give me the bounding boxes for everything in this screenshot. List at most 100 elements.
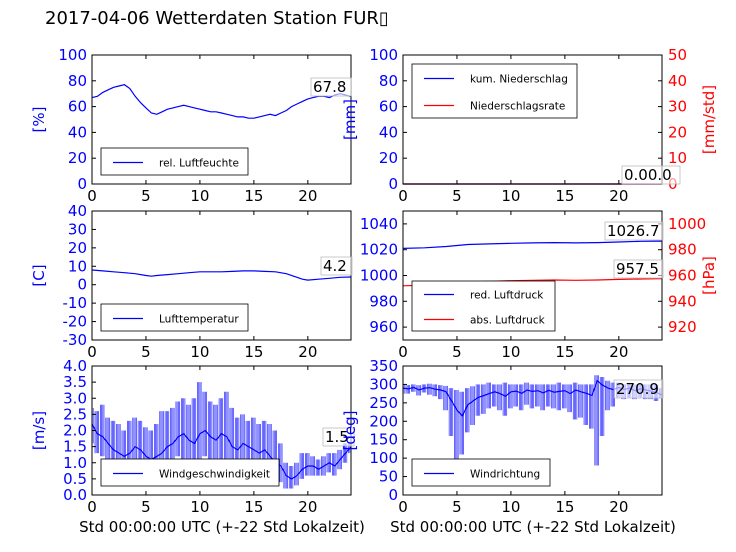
windspeed-y-tick-label: 1.0 bbox=[63, 454, 87, 472]
windspeed-last-value-label-box bbox=[322, 427, 355, 447]
panel-pressure: 0 5 10 15 20 960 980 1000 1020 1040 920 940 960 980 10… bbox=[360, 210, 718, 361]
pressure-y2-tick-label: 940 bbox=[668, 292, 697, 310]
winddirection-y-tick-label: 50 bbox=[379, 468, 398, 486]
windspeed-y-tick-label: 2.5 bbox=[63, 405, 87, 423]
humidity-legend-box bbox=[100, 147, 249, 176]
humidity-y-tick-label: 0 bbox=[77, 175, 87, 193]
panel-humidity: 0 5 10 15 20 0 20 40 60 80 100 [%] 67.8 rel. Luftfeuc… bbox=[30, 46, 352, 205]
winddirection-y-tick-label: 0 bbox=[388, 486, 398, 504]
pressure-y2-tick-label: 1000 bbox=[668, 215, 706, 233]
temperature-y-tick-label: -10 bbox=[63, 294, 88, 312]
temperature-legend-box bbox=[100, 303, 249, 332]
windspeed-y-tick-label: 1.5 bbox=[63, 438, 87, 456]
humidity-x-tick-label: 15 bbox=[244, 187, 263, 205]
pressure-last-value-label-box bbox=[604, 221, 664, 241]
precipitation-x-tick-label: 15 bbox=[555, 187, 574, 205]
humidity-y-tick-label: 80 bbox=[68, 72, 87, 90]
windspeed-x-tick-label: 5 bbox=[141, 498, 151, 516]
precipitation-x-tick-label: 10 bbox=[501, 187, 520, 205]
pressure-last-value-label-2-box bbox=[613, 259, 664, 279]
humidity-legend-label-0: rel. Luftfeuchte bbox=[159, 158, 239, 170]
temperature-y-tick-label: 40 bbox=[68, 202, 87, 220]
winddirection-legend-label-0: Windrichtung bbox=[470, 469, 540, 481]
pressure-y-tick-label: 1020 bbox=[360, 241, 398, 259]
winddirection-axes-frame bbox=[402, 365, 663, 496]
precipitation-y2-axis-label: [mm/std] bbox=[700, 85, 718, 154]
temperature-last-value-label: 4.2 bbox=[323, 257, 347, 275]
windspeed-y-tick-label: 3.0 bbox=[63, 389, 87, 407]
precipitation-y2-tick-label: 50 bbox=[668, 46, 687, 64]
precipitation-legend-label-1: Niederschlagsrate bbox=[470, 101, 565, 113]
precipitation-axes-frame bbox=[402, 54, 663, 185]
pressure-last-value-label-2: 957.5 bbox=[616, 260, 659, 278]
winddirection-legend-box bbox=[411, 458, 551, 487]
windspeed-x-tick-label: 20 bbox=[298, 498, 317, 516]
winddirection-x-tick-label: 10 bbox=[501, 498, 520, 516]
temperature-x-tick-label: 10 bbox=[190, 343, 209, 361]
precipitation-legend-label-0: kum. Niederschlag bbox=[470, 74, 568, 86]
precipitation-x-tick-label: 20 bbox=[609, 187, 628, 205]
precipitation-y-axis-label: [mm] bbox=[341, 99, 359, 140]
panel-winddirection: 0 5 10 15 20050100150200250300350[deg]270.9W… bbox=[341, 357, 664, 516]
x-axis-label-right: Std 00:00:00 UTC (+-22 Std Lokalzeit) bbox=[390, 518, 676, 536]
pressure-last-value-label: 1026.7 bbox=[607, 222, 660, 240]
precipitation-y-tick-label: 20 bbox=[379, 149, 398, 167]
winddirection-x-tick-label: 5 bbox=[452, 498, 462, 516]
temperature-x-tick-label: 5 bbox=[141, 343, 151, 361]
windspeed-legend-label-0: Windgeschwindigkeit bbox=[159, 469, 270, 481]
temperature-x-tick-label: 15 bbox=[244, 343, 263, 361]
windspeed-y-tick-label: 0.5 bbox=[63, 470, 87, 488]
temperature-y-tick-label: 0 bbox=[77, 276, 87, 294]
windspeed-series-line-0 bbox=[91, 423, 352, 480]
precipitation-last-value-label-box bbox=[621, 165, 681, 185]
winddirection-x-tick-label: 0 bbox=[398, 498, 408, 516]
pressure-y-tick-label: 980 bbox=[369, 292, 398, 310]
winddirection-y-tick-label: 200 bbox=[369, 412, 398, 430]
winddirection-y-tick-label: 150 bbox=[369, 431, 398, 449]
humidity-y-tick-label: 60 bbox=[68, 98, 87, 116]
temperature-y-tick-label: -20 bbox=[63, 313, 88, 331]
precipitation-y2-tick-label: 30 bbox=[668, 98, 687, 116]
humidity-y-tick-label: 40 bbox=[68, 123, 87, 141]
humidity-axes-frame bbox=[91, 54, 352, 185]
humidity-x-tick-label: 0 bbox=[87, 187, 97, 205]
precipitation-y2-tick-label: 40 bbox=[668, 72, 687, 90]
precipitation-y2-tick-label: 10 bbox=[668, 149, 687, 167]
windspeed-y-tick-label: 3.5 bbox=[63, 373, 87, 391]
winddirection-y-axis-label: [deg] bbox=[341, 411, 359, 451]
panel-precipitation: 05101520020406080100[mm]01020304050[mm/s… bbox=[341, 46, 718, 205]
temperature-x-tick-label: 20 bbox=[298, 343, 317, 361]
winddirection-y-tick-label: 300 bbox=[369, 375, 398, 393]
temperature-y-tick-label: -30 bbox=[63, 331, 88, 349]
winddirection-last-value-label: 270.9 bbox=[616, 380, 659, 398]
precipitation-y-tick-label: 40 bbox=[379, 123, 398, 141]
pressure-y-tick-label: 1040 bbox=[360, 215, 398, 233]
winddirection-last-value-label-box bbox=[613, 379, 664, 399]
pressure-legend-label-1: abs. Luftdruck bbox=[470, 315, 546, 327]
pressure-x-tick-label: 0 bbox=[398, 343, 408, 361]
pressure-x-tick-label: 20 bbox=[609, 343, 628, 361]
precipitation-y-tick-label: 0 bbox=[388, 175, 398, 193]
winddirection-x-tick-label: 20 bbox=[609, 498, 628, 516]
windspeed-y-axis-label: [m/s] bbox=[30, 411, 48, 450]
humidity-y-tick-label: 100 bbox=[58, 46, 87, 64]
winddirection-x-tick-label: 15 bbox=[555, 498, 574, 516]
temperature-y-axis-label: [C] bbox=[30, 264, 48, 286]
pressure-x-tick-label: 15 bbox=[555, 343, 574, 361]
temperature-legend-label-0: Lufttemperatur bbox=[159, 314, 239, 326]
temperature-axes-frame bbox=[91, 210, 352, 341]
temperature-y-tick-label: 10 bbox=[68, 257, 87, 275]
windspeed-y-tick-label: 0.0 bbox=[63, 486, 87, 504]
windspeed-legend-box bbox=[100, 458, 280, 487]
humidity-x-tick-label: 20 bbox=[298, 187, 317, 205]
winddirection-y-tick-label: 100 bbox=[369, 449, 398, 467]
humidity-last-value-label-box bbox=[310, 77, 352, 97]
pressure-y2-tick-label: 920 bbox=[668, 318, 697, 336]
pressure-y2-axis-label: [hPa] bbox=[700, 256, 718, 295]
precipitation-y2-tick-label: 20 bbox=[668, 123, 687, 141]
windspeed-last-value-label: 1.5 bbox=[325, 428, 349, 446]
windspeed-x-tick-label: 0 bbox=[87, 498, 97, 516]
pressure-y-tick-label: 1000 bbox=[360, 267, 398, 285]
precipitation-legend-box bbox=[411, 63, 578, 119]
